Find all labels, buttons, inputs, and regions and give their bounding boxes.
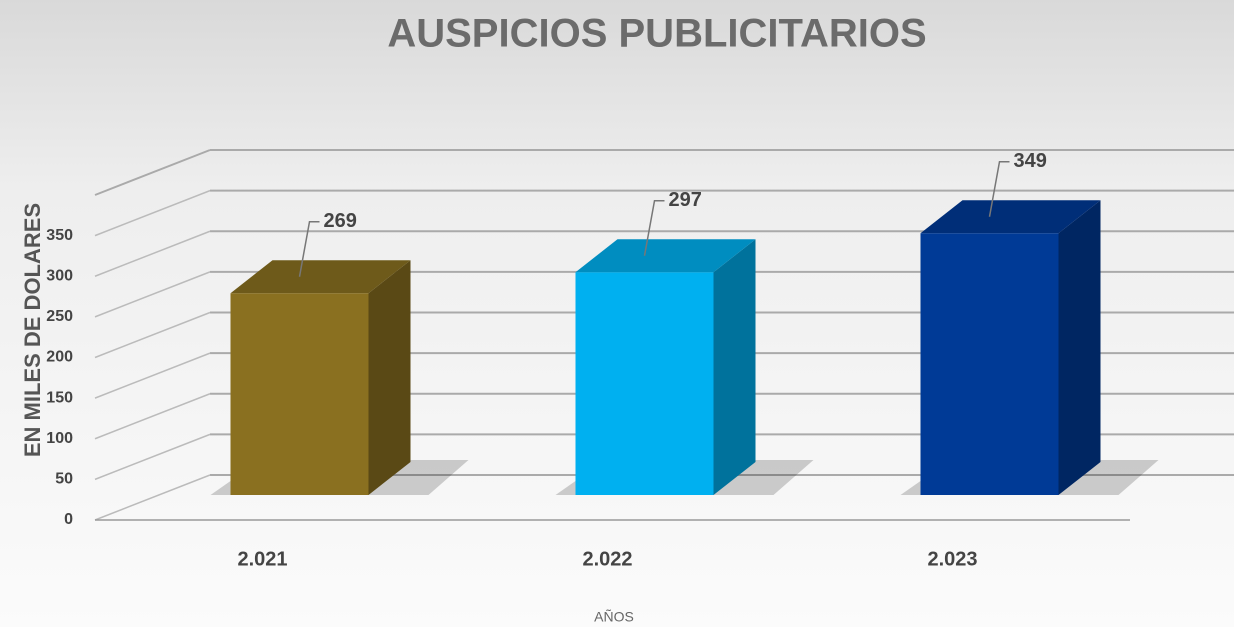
y-tick-label: 0 [64,511,73,528]
grid-line [94,271,211,318]
wall-edge [94,149,211,196]
y-tick-label: 100 [46,430,73,447]
chart-title: AUSPICIOS PUBLICITARIOS [387,12,926,56]
grid-line [94,433,211,481]
y-tick-label: 300 [46,267,73,284]
y-tick-label: 250 [46,308,73,325]
value-label: 269 [324,210,357,232]
grid-line [94,230,211,277]
grid-line [94,311,211,359]
grid-line [94,352,211,399]
x-tick-label: 2.023 [927,548,977,570]
bar-top [575,239,756,273]
y-tick-label: 350 [46,227,73,244]
bar [575,272,714,495]
grid-line [94,474,211,521]
y-tick-label: 150 [46,389,73,406]
leader-line [298,221,320,277]
bar-side [368,260,411,495]
bar-top [230,260,411,294]
x-tick-label: 2.021 [237,548,287,570]
grid-line [94,189,211,237]
y-tick-label: 200 [46,349,73,366]
grid-line [94,393,211,440]
bar-side [1058,200,1101,495]
value-label: 349 [1014,150,1047,172]
y-tick-label: 50 [55,471,73,488]
bar-side [713,239,756,495]
value-label: 297 [669,189,702,211]
x-tick-label: 2.022 [582,548,632,570]
y-axis-label: EN MILES DE DOLARES [20,203,45,457]
bar [230,293,369,495]
leader-line [988,161,1010,217]
bar [920,233,1059,495]
leader-line [643,200,665,256]
x-axis-label: AÑOS [594,609,634,625]
bar-top [920,200,1101,234]
